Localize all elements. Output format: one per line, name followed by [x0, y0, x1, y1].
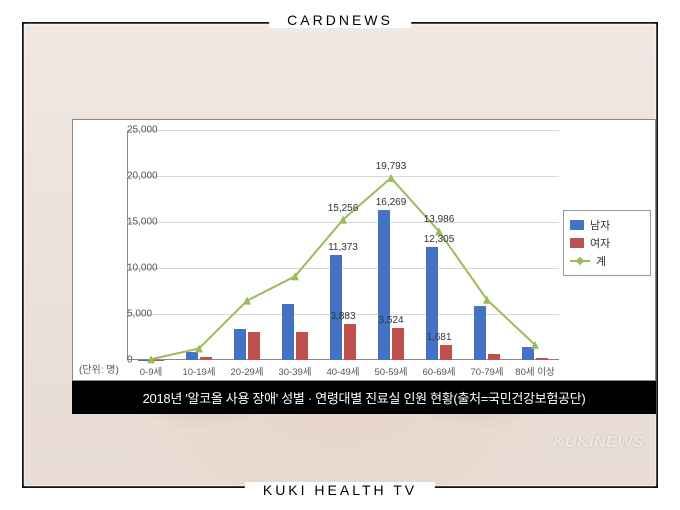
data-label: 16,269: [376, 197, 407, 208]
legend-label-total: 계: [596, 253, 606, 269]
x-tick-label: 50-59세: [374, 364, 407, 378]
legend-swatch-female: [570, 238, 584, 248]
x-tick-label: 60-69세: [422, 364, 455, 378]
legend-item-total: 계: [570, 253, 644, 269]
x-tick-label: 40-49세: [326, 364, 359, 378]
x-tick-label: 20-29세: [230, 364, 263, 378]
legend-label-female: 여자: [590, 235, 610, 251]
chart-container: 0-9세 10-19세 20-29세 30-39세 40-49세 50-59세 60-69세…: [72, 119, 656, 381]
x-tick-label: 30-39세: [278, 364, 311, 378]
data-label: 19,793: [376, 161, 407, 172]
data-label: 12,305: [424, 234, 455, 245]
data-label: 13,986: [424, 214, 455, 225]
chart-caption: 2018년 '알코올 사용 장애' 성별 · 연령대별 진료실 인원 현황(출처…: [72, 381, 656, 414]
x-tick-label: 70-79세: [470, 364, 503, 378]
x-tick-label: 80세 이상: [515, 364, 554, 378]
legend: 남자 여자 계: [563, 210, 651, 276]
x-tick-label: 10-19세: [182, 364, 215, 378]
legend-swatch-male: [570, 220, 584, 230]
legend-item-male: 남자: [570, 217, 644, 233]
unit-label: (단위: 명): [79, 361, 119, 376]
legend-item-female: 여자: [570, 235, 644, 251]
data-label: 1,681: [426, 332, 451, 343]
header-label: CARDNEWS: [269, 12, 411, 28]
card-frame: KUKINEWS 0-9세 10-19세 20-29세 30-39세 40-49세 50-…: [22, 22, 658, 488]
data-label: 3,883: [330, 311, 355, 322]
x-tick-label: 0-9세: [140, 364, 162, 378]
watermark: KUKINEWS: [553, 434, 644, 452]
legend-swatch-total: [570, 260, 590, 262]
footer-label: KUKI HEALTH TV: [245, 482, 435, 498]
data-label: 11,373: [328, 242, 358, 253]
legend-label-male: 남자: [590, 217, 610, 233]
data-label: 15,256: [328, 203, 359, 214]
data-label: 3,524: [378, 315, 403, 326]
plot-area: 0-9세10-19세20-29세30-39세40-49세50-59세60-69세…: [127, 130, 559, 360]
